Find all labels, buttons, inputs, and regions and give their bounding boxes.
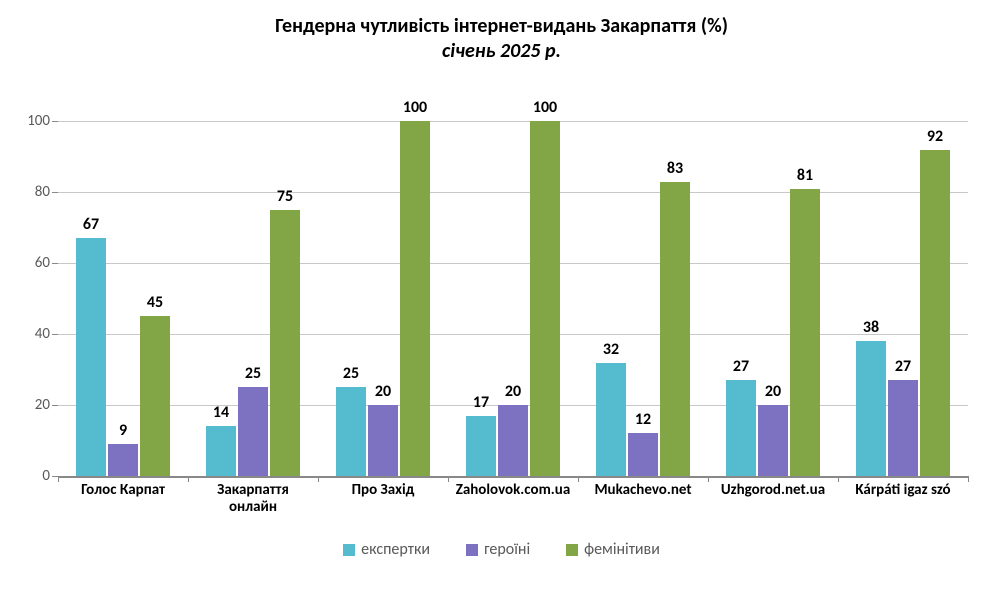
category-label: Zaholovok.com.ua <box>448 476 578 499</box>
bar-value-label: 100 <box>403 98 427 121</box>
bar-value-label: 20 <box>765 382 781 405</box>
legend-item: експертки <box>343 540 430 559</box>
bar: 9 <box>108 444 138 476</box>
bar: 38 <box>856 341 886 476</box>
bar: 45 <box>140 316 170 476</box>
bar: 17 <box>466 416 496 476</box>
bar-value-label: 17 <box>473 393 489 416</box>
y-tick-label: 40 <box>10 325 58 343</box>
bar-value-label: 75 <box>277 187 293 210</box>
chart-container: Гендерна чутливість інтернет-видань Зака… <box>0 0 1003 606</box>
bar: 27 <box>888 380 918 476</box>
x-tick-mark <box>968 476 969 482</box>
gridline <box>58 192 968 193</box>
legend-label: фемінітиви <box>584 540 660 559</box>
bar: 92 <box>920 150 950 476</box>
bar: 83 <box>660 182 690 476</box>
bar-value-label: 25 <box>343 364 359 387</box>
bar: 14 <box>206 426 236 476</box>
bar: 32 <box>596 363 626 476</box>
y-tick-label: 0 <box>10 467 58 485</box>
y-tick-label: 100 <box>10 112 58 130</box>
bar-value-label: 67 <box>83 215 99 238</box>
legend-item: фемінітиви <box>566 540 660 559</box>
bar-value-label: 100 <box>533 98 557 121</box>
bar-value-label: 81 <box>797 166 813 189</box>
bar: 20 <box>498 405 528 476</box>
category-label: Mukachevo.net <box>578 476 708 499</box>
legend-item: героїні <box>466 540 530 559</box>
bar-value-label: 14 <box>213 403 229 426</box>
chart-title: Гендерна чутливість інтернет-видань Зака… <box>0 0 1003 64</box>
bar-value-label: 83 <box>667 159 683 182</box>
legend-swatch <box>466 544 478 556</box>
legend-swatch <box>343 544 355 556</box>
gridline <box>58 121 968 122</box>
title-line-2: січень 2025 р. <box>0 39 1003 64</box>
bar: 100 <box>400 121 430 476</box>
category-label: Про Захід <box>318 476 448 499</box>
bar: 20 <box>368 405 398 476</box>
bar-value-label: 25 <box>245 364 261 387</box>
category-label: Uzhgorod.net.ua <box>708 476 838 499</box>
bar-value-label: 9 <box>119 421 127 444</box>
bar: 12 <box>628 433 658 476</box>
category-label: Kárpáti igaz szó <box>838 476 968 499</box>
bar-value-label: 92 <box>927 127 943 150</box>
bar-value-label: 27 <box>733 357 749 380</box>
category-label: Голос Карпат <box>58 476 188 499</box>
bar-value-label: 20 <box>375 382 391 405</box>
legend-swatch <box>566 544 578 556</box>
bar: 27 <box>726 380 756 476</box>
bar: 75 <box>270 210 300 476</box>
legend: експертки героїні фемінітиви <box>0 540 1003 561</box>
bar-value-label: 20 <box>505 382 521 405</box>
bar: 67 <box>76 238 106 476</box>
bar-value-label: 27 <box>895 357 911 380</box>
title-line-1: Гендерна чутливість інтернет-видань Зака… <box>0 14 1003 39</box>
gridline <box>58 334 968 335</box>
legend-label: експертки <box>361 540 430 559</box>
category-label: Закарпаттяонлайн <box>188 476 318 517</box>
y-tick-label: 60 <box>10 254 58 272</box>
bar: 81 <box>790 189 820 476</box>
y-tick-label: 20 <box>10 396 58 414</box>
gridline <box>58 263 968 264</box>
y-tick-label: 80 <box>10 183 58 201</box>
plot-area: 020406080100Голос Карпат67945Закарпаттяо… <box>58 86 968 478</box>
bar-value-label: 38 <box>863 318 879 341</box>
bar-value-label: 32 <box>603 340 619 363</box>
bar: 25 <box>336 387 366 476</box>
bar-value-label: 12 <box>635 410 651 433</box>
bar: 100 <box>530 121 560 476</box>
bar: 25 <box>238 387 268 476</box>
bar: 20 <box>758 405 788 476</box>
legend-label: героїні <box>484 540 530 559</box>
bar-value-label: 45 <box>147 293 163 316</box>
